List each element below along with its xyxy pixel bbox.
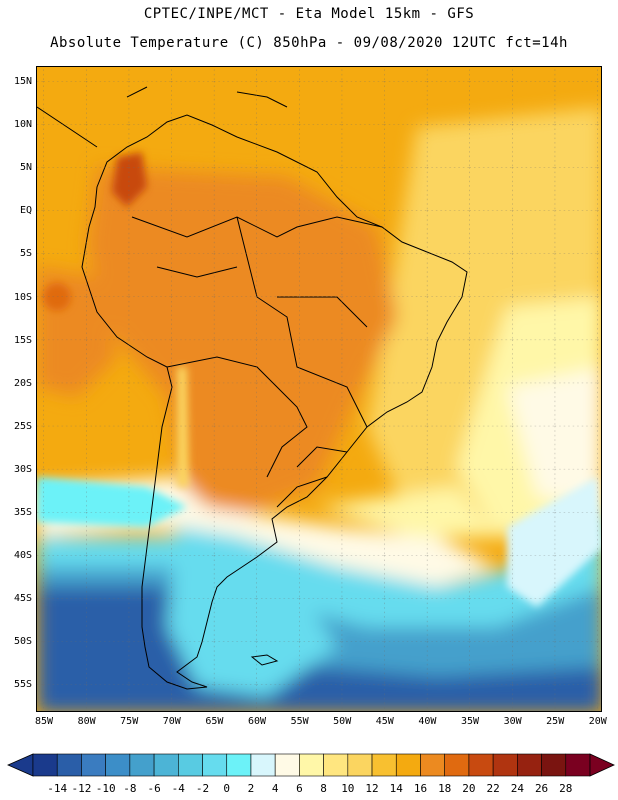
colorbar-swatch-9 [250, 753, 276, 777]
colorbar-swatch-20 [517, 753, 542, 777]
lat-label-5s: 5S [19, 248, 32, 260]
colorbar-label: -4 [171, 782, 185, 795]
colorbar-label: 26 [534, 782, 549, 795]
colorbar-label: 8 [320, 782, 327, 795]
lat-label-10s: 10S [13, 291, 32, 303]
lon-label-85w: 85W [34, 716, 54, 727]
lon-label-65w: 65W [205, 716, 224, 727]
lat-label-30s: 30S [13, 463, 32, 475]
lat-label-25s: 25S [13, 420, 32, 432]
colorbar-label: -12 [71, 782, 92, 795]
lon-label-20w: 20W [588, 716, 607, 727]
colorbar [7, 753, 615, 777]
colorbar-label: 16 [413, 782, 428, 795]
colorbar-swatch-17 [444, 753, 470, 777]
colorbar-swatch-18 [468, 753, 494, 777]
lat-label-40s: 40S [13, 550, 32, 562]
colorbar-label: 12 [365, 782, 379, 795]
graticule [37, 67, 601, 711]
colorbar-swatch-16 [420, 753, 445, 777]
colorbar-label: 4 [271, 782, 279, 795]
lat-label-5n: 5N [19, 162, 32, 174]
colorbar-swatch-14 [371, 753, 397, 777]
colorbar-swatch-5 [153, 753, 179, 777]
lon-label-80w: 80W [77, 716, 96, 727]
colorbar-label: -2 [195, 782, 210, 795]
colorbar-label: -6 [147, 782, 161, 795]
colorbar-swatch-13 [347, 753, 373, 777]
colorbar-swatch-19 [492, 753, 518, 777]
colorbar-label: 10 [341, 782, 355, 795]
colorbar-label: 14 [389, 782, 403, 795]
lat-label-20s: 20S [13, 377, 32, 389]
lat-label-15n: 15N [13, 76, 32, 87]
colorbar-label: 20 [462, 782, 476, 795]
colorbar-label: 28 [559, 782, 573, 795]
colorbar-label: -10 [95, 782, 116, 795]
colorbar-swatch-7 [202, 753, 228, 777]
colorbar-swatch-22 [565, 753, 591, 777]
lon-label-40w: 40W [418, 716, 437, 727]
lon-label-60w: 60W [247, 716, 267, 727]
colorbar-swatch-6 [178, 753, 203, 777]
lat-label-35s: 35S [13, 507, 32, 518]
lat-label-45s: 45S [13, 593, 32, 605]
colorbar-swatch-3 [105, 753, 131, 777]
colorbar-swatch-8 [226, 753, 252, 777]
lon-label-35w: 35W [460, 716, 480, 727]
title-line-1: CPTEC/INPE/MCT - Eta Model 15km - GFS [143, 6, 475, 22]
colorbar-label: 22 [486, 782, 500, 795]
colorbar-label: -14 [47, 782, 68, 795]
map-canvas [37, 67, 601, 711]
temperature-map [36, 66, 602, 712]
colorbar-label: -8 [123, 782, 137, 795]
lon-label-45w: 45W [375, 716, 394, 727]
colorbar-swatch-10 [274, 753, 300, 777]
colorbar-over-arrow [589, 753, 615, 777]
colorbar-label: 6 [296, 782, 303, 795]
lat-label-10n: 10N [13, 119, 32, 131]
colorbar-label: 2 [247, 782, 255, 795]
colorbar-label: 24 [510, 782, 524, 795]
lat-label-50s: 50S [13, 636, 32, 648]
lon-label-75w: 75W [120, 716, 139, 727]
colorbar-swatch-0 [32, 753, 58, 777]
colorbar-swatch-11 [299, 753, 324, 777]
lat-label-55s: 55S [13, 679, 32, 691]
colorbar-swatch-15 [395, 753, 421, 777]
title-line-2: Absolute Temperature (C) 850hPa - 09/08/… [50, 35, 568, 51]
lat-label-eq: EQ [19, 205, 32, 217]
lat-label-15s: 15S [13, 334, 32, 346]
colorbar-swatch-21 [541, 753, 567, 777]
lon-label-30w: 30W [503, 716, 522, 727]
lon-label-50w: 50W [333, 716, 352, 727]
colorbar-swatch-12 [323, 753, 349, 777]
colorbar-swatch-1 [56, 753, 82, 777]
colorbar-swatch-4 [129, 753, 155, 777]
colorbar-under-arrow [7, 753, 34, 777]
lon-label-55w: 55W [290, 716, 309, 727]
colorbar-swatch-2 [81, 753, 106, 777]
colorbar-label: 0 [223, 782, 231, 795]
lon-label-25w: 25W [546, 716, 565, 727]
colorbar-label: 18 [438, 782, 452, 795]
lon-label-70w: 70W [162, 716, 181, 727]
